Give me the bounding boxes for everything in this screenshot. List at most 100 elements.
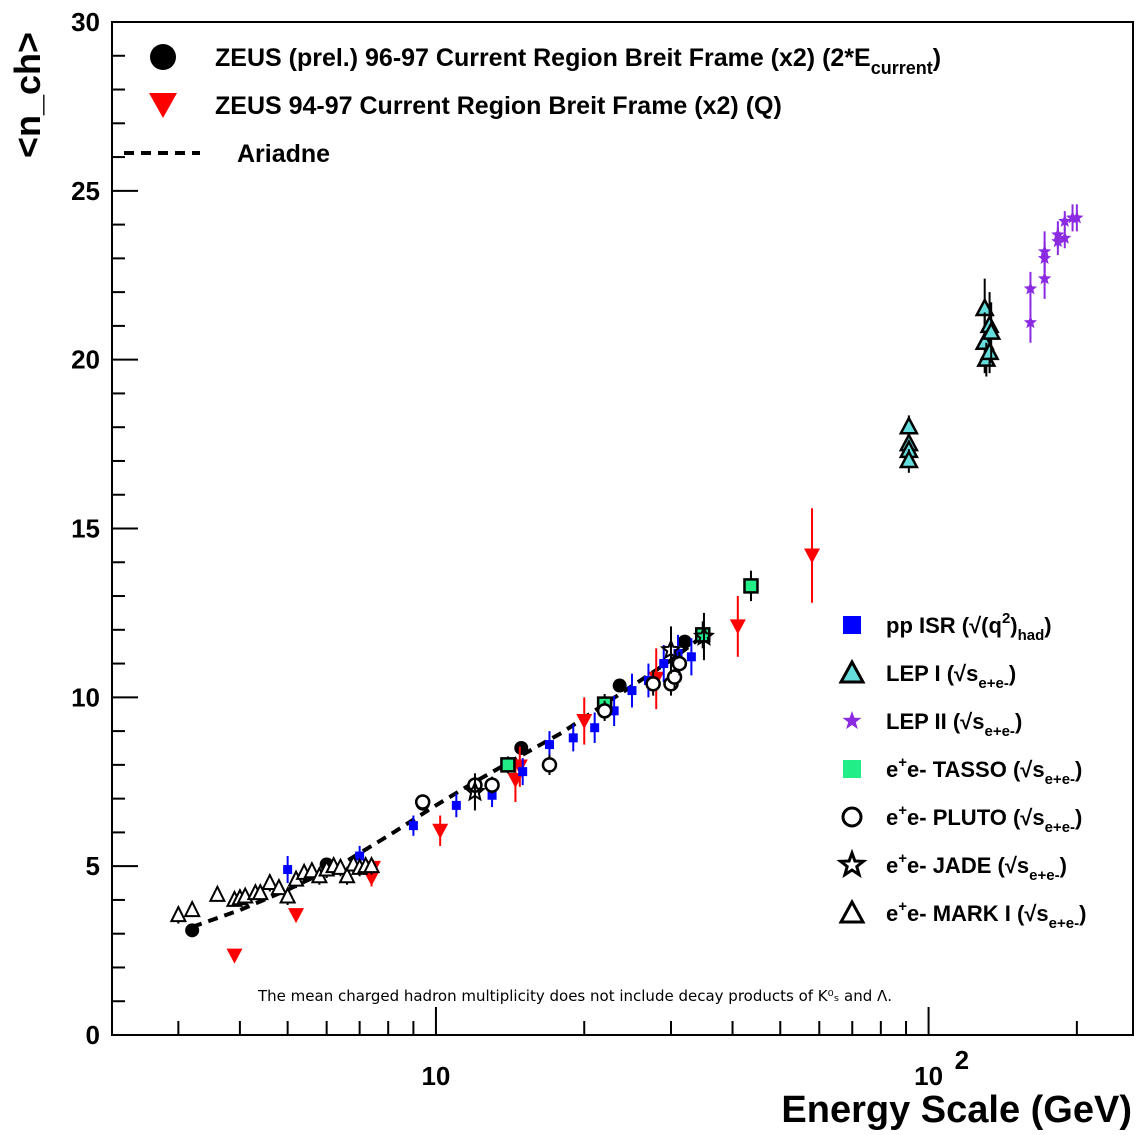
series-jade [463,612,715,811]
data-point [659,659,669,669]
x-tick-label: 10 [421,1061,450,1091]
legend-marker-lep1 [838,658,866,684]
data-point [1058,231,1072,244]
data-marks [169,204,1084,964]
legend-label-pp_isr: pp ISR (√(q2)had) [886,610,1052,644]
data-point [981,320,1002,340]
data-point [283,865,293,875]
data-point [686,652,696,662]
y-tick-label: 25 [71,176,100,206]
data-point [898,449,919,469]
legend-right: pp ISR (√(q2)had) LEP I (√se+e-) LEP II (√… [836,610,1086,932]
legend-marker-zeus-q [149,93,177,118]
y-tick-label: 0 [86,1020,100,1050]
y-tick-label: 20 [71,345,100,375]
data-point [487,790,497,800]
legend-top: ZEUS (prel.) 96-97 Current Region Breit … [124,44,941,168]
data-point [500,757,516,773]
data-point [270,877,288,896]
data-point [261,872,279,891]
data-point [568,733,578,743]
legend-label-lep1: LEP I (√se+e-) [886,661,1016,692]
data-point [514,740,529,755]
legend-label-zeus_current: ZEUS (prel.) 96-97 Current Region Breit … [215,44,941,78]
data-point [251,882,269,901]
data-point [677,634,692,649]
data-point [1023,315,1038,329]
data-point [596,703,613,719]
data-point [484,777,500,793]
data-point [518,767,528,777]
series-zeus_q [226,508,821,964]
legend-label-ariadne: Ariadne [237,140,330,168]
legend-label-pluto: e+e- PLUTO (√se+e-) [886,802,1082,836]
data-point [331,857,350,875]
data-point [414,794,431,810]
data-point [208,884,226,902]
x-axis-title: Energy Scale (GeV) [781,1089,1132,1131]
legend-label-mark1: e+e- MARK I (√se+e-) [886,898,1086,932]
data-point [1037,271,1052,285]
data-point [408,821,418,831]
data-point [511,759,528,775]
series-pp_isr [283,634,696,884]
legend-label-lep2: LEP II (√se+e-) [886,709,1022,740]
series-lep2 [1023,204,1084,343]
data-point [804,548,821,564]
data-point [729,619,746,635]
legend-marker-tasso [843,760,861,778]
series-pluto [414,651,688,810]
y-tick-label: 15 [71,514,100,544]
data-point [169,904,187,923]
data-point [1023,281,1038,295]
data-point [671,655,688,672]
data-point [355,851,365,861]
data-point [279,886,297,904]
data-point [898,415,919,435]
footnote: The mean charged hadron multiplicity doe… [257,987,892,1005]
x-tick-label: 10 [914,1061,943,1091]
legend-label-tasso: e+e- TASSO (√se+e-) [886,754,1082,788]
data-point [1051,227,1065,241]
data-point [692,624,715,646]
data-point [185,923,200,938]
axes: 0 5 10 15 20 25 30 10 10 2 [71,7,1078,1091]
y-tick-label: 10 [71,682,100,712]
series-lep1 [898,278,1002,473]
data-point [1070,210,1084,224]
data-point [432,823,449,839]
legend-label-jade: e+e- JADE (√se+e-) [886,850,1067,884]
data-point [612,678,627,693]
legend-marker-lep2 [842,711,862,730]
data-point [609,706,619,716]
data-point [541,757,558,773]
data-point [288,908,305,924]
data-point [576,713,593,729]
legend-marker-pp-isr [843,616,861,634]
data-point [673,648,683,658]
data-point [303,860,321,879]
legend-marker-jade [836,848,868,879]
data-point [979,341,1000,361]
data-point [666,669,683,685]
data-point [338,866,356,884]
legend-label-zeus_q: ZEUS 94-97 Current Region Breit Frame (x… [215,92,782,120]
data-point [627,686,637,696]
data-point [1058,214,1072,227]
data-point [1037,251,1052,264]
data-point [590,723,600,733]
series-mark1 [169,854,381,924]
y-axis-title: <n_ch> [7,32,48,158]
data-point [659,638,682,660]
x-tick-label-exponent: 2 [955,1045,969,1075]
data-point [362,855,381,874]
data-point [544,740,554,750]
y-tick-label: 5 [86,851,100,881]
data-point [743,578,759,594]
data-point [183,899,201,918]
legend-marker-pluto [841,806,863,828]
data-point [226,948,243,964]
y-tick-label: 30 [71,7,100,37]
legend-marker-zeus-current [150,44,176,70]
